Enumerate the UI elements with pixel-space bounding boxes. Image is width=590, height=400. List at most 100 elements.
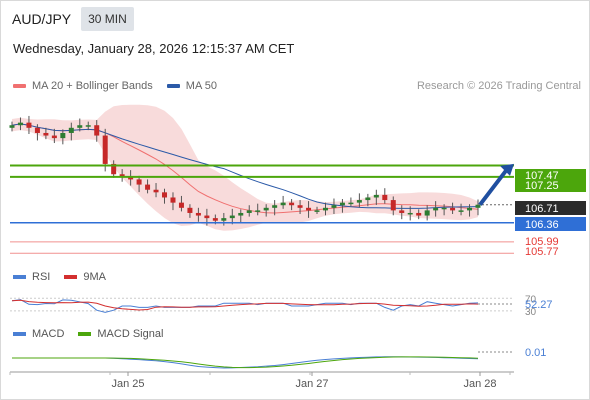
candle-body <box>467 207 473 211</box>
macd-signal-swatch <box>78 332 92 336</box>
candle-body <box>153 189 159 193</box>
candle-body <box>178 202 184 208</box>
price-tag-resistance-1: 107.47 <box>525 170 559 182</box>
candle-body <box>136 179 142 185</box>
candle-body <box>204 215 210 219</box>
candle-body <box>187 207 193 213</box>
bollinger-band-area <box>12 104 478 231</box>
candle-body <box>365 197 371 201</box>
macd-value-label: 0.01 <box>525 347 546 359</box>
candle-body <box>9 125 15 128</box>
candle-body <box>314 210 320 212</box>
forecast-arrow-shaft <box>478 166 510 206</box>
candle-body <box>229 215 235 219</box>
price-tag-pivot: 106.36 <box>525 219 559 231</box>
header: AUD/JPY 30 MIN <box>12 7 134 31</box>
candle-body <box>85 125 91 127</box>
candle-body <box>195 212 201 216</box>
candle-body <box>212 218 218 221</box>
price-tag-current: 106.71 <box>525 203 559 215</box>
main-legend: MA 20 + Bollinger Bands MA 50 <box>13 80 231 92</box>
candle-body <box>119 174 125 177</box>
legend-ma20: MA 20 + Bollinger Bands <box>13 80 153 92</box>
candle-body <box>356 200 362 203</box>
legend-macd: MACD <box>13 328 64 340</box>
candle-body <box>399 210 405 213</box>
candle-body <box>322 207 328 211</box>
price-tag-support: 105.77 <box>525 246 559 258</box>
candle-body <box>263 207 269 211</box>
timeframe-button[interactable]: 30 MIN <box>81 7 134 31</box>
candle-body <box>424 210 430 216</box>
legend-rsi-ma: 9MA <box>64 271 106 283</box>
datetime-label: Wednesday, January 28, 2026 12:15:37 AM … <box>13 41 295 56</box>
candle-body <box>145 184 151 190</box>
macd-signal-line <box>12 356 479 369</box>
price-tag-support: 105.99 <box>525 236 559 248</box>
candle-body <box>475 204 481 208</box>
ma50-swatch <box>166 84 180 88</box>
candle-body <box>94 125 100 136</box>
bollinger-bands <box>12 104 478 231</box>
x-tick-label: Jan 28 <box>463 378 496 390</box>
legend-ma50: MA 50 <box>166 80 217 92</box>
candle-body <box>60 132 66 139</box>
credit-label: Research © 2026 Trading Central <box>416 80 581 92</box>
candle-body <box>280 202 286 206</box>
candle-body <box>433 207 439 211</box>
rsi-upper-label: 70 <box>525 294 537 305</box>
legend-macd-signal: MACD Signal <box>78 328 163 340</box>
candle-body <box>17 122 23 126</box>
candle-body <box>51 135 57 139</box>
legend-macd-label: MACD <box>32 328 65 340</box>
candle-body <box>272 205 278 208</box>
legend-rsi: RSI <box>13 271 50 283</box>
time-axis: Jan 25 Jan 27 Jan 28 <box>9 371 514 390</box>
legend-macd-signal-label: MACD Signal <box>97 328 164 340</box>
candle-body <box>382 194 388 201</box>
symbol-label: AUD/JPY <box>12 11 72 27</box>
legend-rsi-label: RSI <box>32 271 51 283</box>
candle-body <box>77 125 83 128</box>
candle-body <box>34 127 40 133</box>
rsi-ma-line <box>11 299 479 311</box>
candle-body <box>246 210 252 213</box>
candle-body <box>331 205 337 208</box>
price-tag-bg <box>515 201 586 215</box>
candle-body <box>128 176 134 180</box>
macd-panel: 0.01 <box>12 347 546 369</box>
macd-swatch <box>13 332 26 336</box>
candle-body <box>306 207 312 211</box>
candle-body <box>416 212 422 216</box>
price-levels <box>10 163 514 254</box>
rsi-lower-label: 30 <box>525 307 537 318</box>
candle-body <box>26 122 32 128</box>
candle-body <box>441 207 447 210</box>
candle-body <box>407 212 413 215</box>
legend-ma20-label: MA 20 + Bollinger Bands <box>32 80 153 92</box>
candle-body <box>102 135 108 164</box>
forecast-arrow-head <box>500 163 514 176</box>
candle-body <box>255 210 261 212</box>
candle-body <box>348 202 354 205</box>
rsi-ma-swatch <box>64 275 78 279</box>
price-tag-bg <box>515 217 586 231</box>
rsi-value-label: 52.27 <box>525 299 553 311</box>
candle-body <box>450 207 456 211</box>
rsi-line <box>11 299 479 313</box>
resistance-tag-bg <box>515 169 586 192</box>
candle-body <box>111 163 117 175</box>
candle-body <box>373 194 379 198</box>
legend-rsi-ma-label: 9MA <box>83 271 106 283</box>
candles <box>9 115 481 226</box>
legend-ma50-label: MA 50 <box>185 80 217 92</box>
candle-body <box>162 192 168 198</box>
candle-body <box>339 202 345 206</box>
candle-body <box>289 202 295 206</box>
candle-body <box>221 218 227 221</box>
candle-body <box>170 197 176 203</box>
candle-body <box>238 212 244 216</box>
candle-body <box>390 200 396 211</box>
